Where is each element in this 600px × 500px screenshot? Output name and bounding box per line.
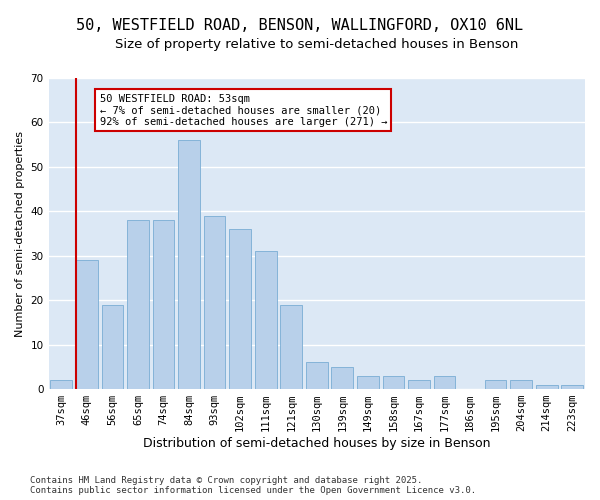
Y-axis label: Number of semi-detached properties: Number of semi-detached properties	[15, 130, 25, 336]
Bar	[178, 140, 200, 389]
X-axis label: Distribution of semi-detached houses by size in Benson: Distribution of semi-detached houses by …	[143, 437, 491, 450]
Bar	[357, 376, 379, 389]
Bar	[50, 380, 72, 389]
Bar	[536, 384, 557, 389]
Bar	[280, 304, 302, 389]
Bar	[204, 216, 226, 389]
Bar	[101, 304, 123, 389]
Bar	[152, 220, 175, 389]
Bar	[127, 220, 149, 389]
Text: 50, WESTFIELD ROAD, BENSON, WALLINGFORD, OX10 6NL: 50, WESTFIELD ROAD, BENSON, WALLINGFORD,…	[76, 18, 524, 32]
Bar	[76, 260, 98, 389]
Bar	[408, 380, 430, 389]
Bar	[485, 380, 506, 389]
Bar	[229, 229, 251, 389]
Text: Contains HM Land Registry data © Crown copyright and database right 2025.
Contai: Contains HM Land Registry data © Crown c…	[30, 476, 476, 495]
Bar	[331, 367, 353, 389]
Title: Size of property relative to semi-detached houses in Benson: Size of property relative to semi-detach…	[115, 38, 518, 51]
Bar	[255, 252, 277, 389]
Bar	[434, 376, 455, 389]
Bar	[562, 384, 583, 389]
Bar	[306, 362, 328, 389]
Bar	[383, 376, 404, 389]
Text: 50 WESTFIELD ROAD: 53sqm
← 7% of semi-detached houses are smaller (20)
92% of se: 50 WESTFIELD ROAD: 53sqm ← 7% of semi-de…	[100, 94, 387, 127]
Bar	[510, 380, 532, 389]
